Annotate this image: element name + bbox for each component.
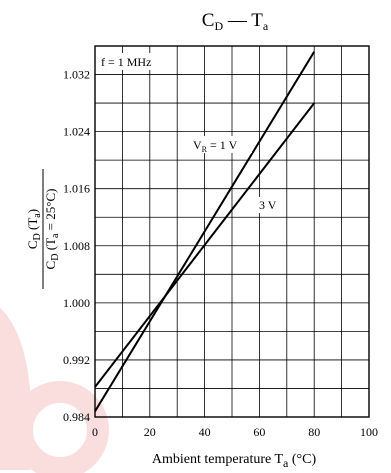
series-1-label-box bbox=[189, 136, 252, 153]
y-tick-label: 0.992 bbox=[63, 353, 90, 367]
series-line-2 bbox=[94, 102, 315, 388]
x-tick-label: 80 bbox=[308, 425, 320, 439]
y-tick-labels: 0.984 0.992 1.000 1.008 1.016 1.024 1.032 bbox=[63, 68, 90, 424]
x-tick-labels: 0 20 40 60 80 100 bbox=[92, 425, 378, 439]
x-tick-label: 100 bbox=[360, 425, 378, 439]
y-tick-label: 1.016 bbox=[63, 182, 90, 196]
series-line-1 bbox=[94, 51, 316, 412]
series-2-label-box bbox=[255, 197, 285, 213]
y-tick-label: 1.008 bbox=[63, 239, 90, 253]
y-tick-label: 0.984 bbox=[63, 410, 90, 424]
series-1-label: VR = 1 V bbox=[193, 138, 238, 154]
series-lines bbox=[94, 51, 316, 412]
x-tick-label: 40 bbox=[199, 425, 211, 439]
condition-label: f = 1 MHz bbox=[101, 55, 151, 69]
x-tick-label: 60 bbox=[253, 425, 265, 439]
condition-label-box bbox=[97, 53, 171, 70]
x-tick-label: 0 bbox=[92, 425, 98, 439]
watermark bbox=[0, 307, 109, 473]
x-tick-label: 20 bbox=[144, 425, 156, 439]
y-axis-label-numerator: CD (Ta) bbox=[25, 209, 43, 249]
y-axis-label: CD (Ta) CD (Ta = 25°C) bbox=[25, 169, 61, 289]
y-tick-label: 1.032 bbox=[63, 68, 90, 82]
y-axis-label-denominator: CD (Ta = 25°C) bbox=[43, 189, 61, 270]
chart-title: CD — Ta bbox=[202, 10, 269, 33]
y-tick-label: 1.024 bbox=[63, 125, 90, 139]
plot-frame bbox=[94, 45, 370, 418]
y-tick-label: 1.000 bbox=[63, 296, 90, 310]
grid bbox=[94, 45, 370, 418]
series-2-label: 3 V bbox=[259, 198, 277, 212]
x-axis-label: Ambient temperature Ta (°C) bbox=[152, 452, 317, 470]
